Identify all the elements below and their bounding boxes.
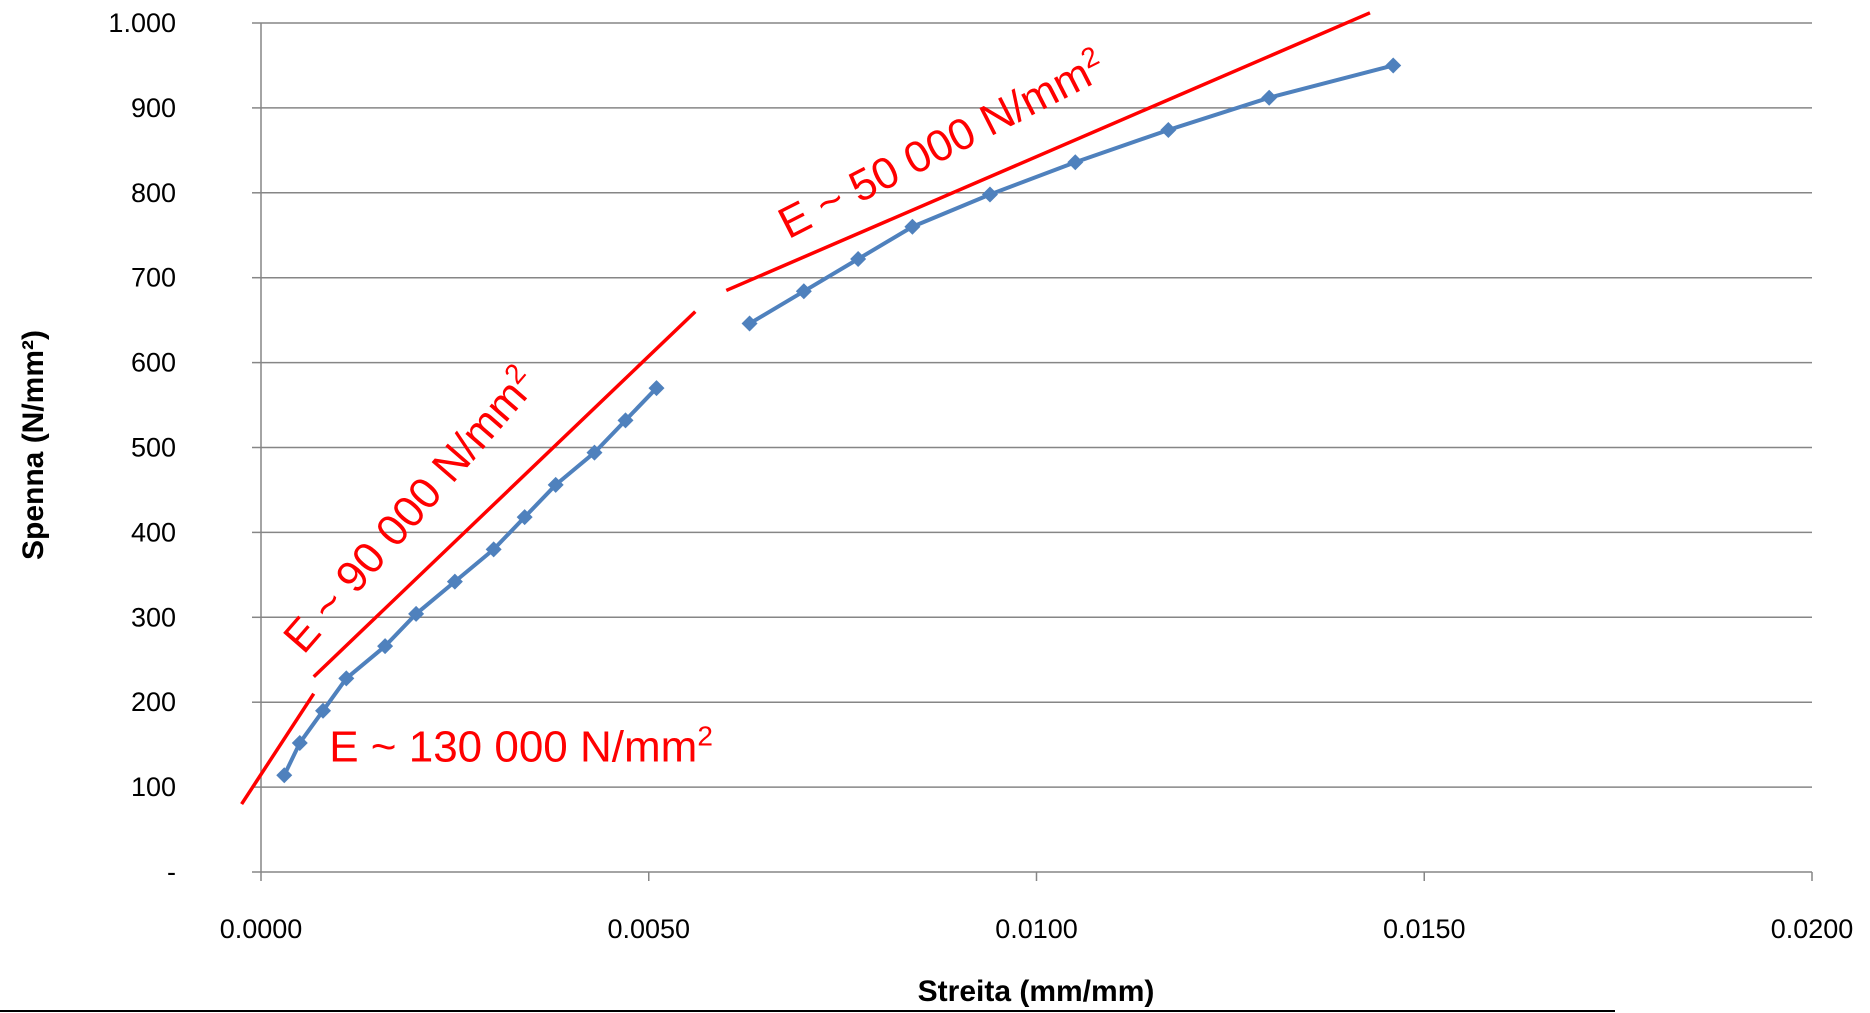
data-series (276, 57, 1402, 784)
y-tick-label: 800 (131, 178, 176, 208)
y-tick-label: 200 (131, 687, 176, 717)
data-point (276, 767, 293, 784)
data-point (315, 702, 332, 719)
data-point (904, 218, 921, 235)
x-tick-label: 0.0000 (220, 914, 303, 944)
y-axis-title: Spenna (N/mm²) (17, 330, 50, 560)
data-point (338, 670, 355, 687)
data-point (741, 315, 758, 332)
y-tick-label: 600 (131, 348, 176, 378)
data-point (1160, 121, 1177, 138)
data-point (617, 412, 634, 429)
y-tick-label: 1.000 (108, 8, 176, 38)
modulus-annotation: E ~ 130 000 N/mm2 (329, 721, 713, 772)
y-tick-label: 400 (131, 517, 176, 547)
modulus-fit-line (240, 692, 316, 806)
data-point (586, 444, 603, 461)
data-point (446, 573, 463, 590)
y-tick-label: 100 (131, 772, 176, 802)
data-point (516, 509, 533, 526)
axes (252, 22, 1813, 881)
data-point (795, 283, 812, 300)
data-point (291, 734, 308, 751)
data-point (408, 605, 425, 622)
y-tick-label: - (167, 857, 176, 887)
data-point (377, 638, 394, 655)
y-tick-label: 500 (131, 433, 176, 463)
data-point (1067, 154, 1084, 171)
modulus-annotation: E ~ 90 000 N/mm2 (273, 358, 547, 663)
x-tick-label: 0.0150 (1383, 914, 1466, 944)
modulus-fit-line (312, 310, 697, 678)
x-axis-title: Streita (mm/mm) (918, 975, 1155, 1008)
fit-lines (240, 11, 1371, 806)
data-point (648, 380, 665, 397)
modulus-fit-line (725, 11, 1371, 293)
data-point (1261, 89, 1278, 106)
y-tick-label: 700 (131, 263, 176, 293)
data-point (850, 251, 867, 268)
gridlines (261, 22, 1812, 788)
data-point (1385, 57, 1402, 74)
x-tick-label: 0.0100 (995, 914, 1078, 944)
y-tick-labels: - 100 200 300 400 500 600 700 800 900 1.000 (108, 8, 176, 887)
data-point (547, 476, 564, 493)
data-point (981, 186, 998, 203)
x-tick-label: 0.0050 (607, 914, 690, 944)
y-tick-label: 300 (131, 602, 176, 632)
y-tick-label: 900 (131, 93, 176, 123)
x-tick-labels: 0.0000 0.0050 0.0100 0.0150 0.0200 (220, 914, 1854, 944)
x-tick-label: 0.0200 (1771, 914, 1854, 944)
data-point (485, 541, 502, 558)
